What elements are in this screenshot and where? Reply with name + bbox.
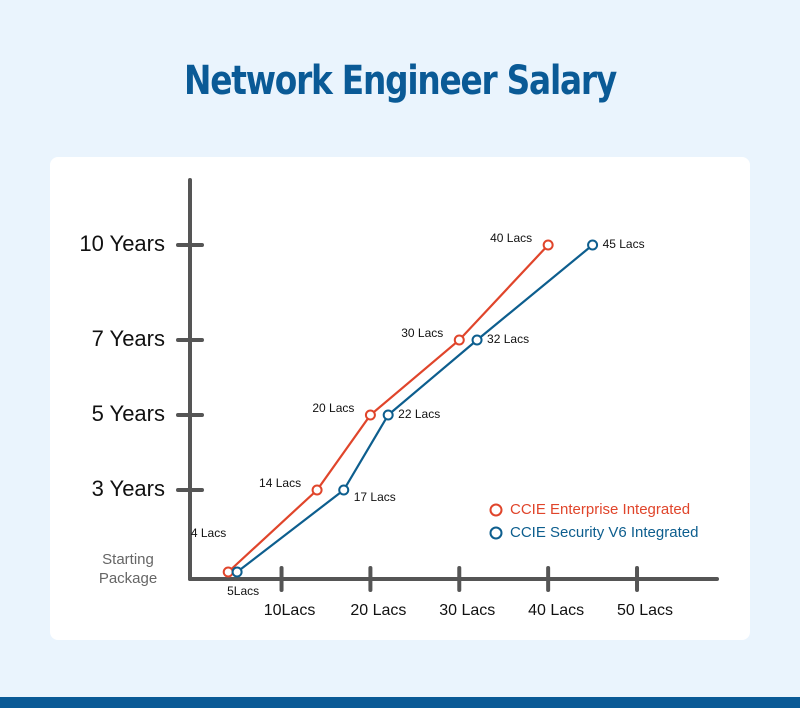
data-point <box>471 334 483 346</box>
data-label: 30 Lacs <box>401 326 443 340</box>
data-point <box>338 484 350 496</box>
y-tick-label: 10 Years <box>79 231 165 256</box>
y-tick-label: 3 Years <box>92 476 165 501</box>
x-tick-label: 10Lacs <box>264 602 316 619</box>
data-label: 45 Lacs <box>603 237 645 251</box>
data-point <box>231 566 243 578</box>
data-label: 5Lacs <box>227 584 259 598</box>
legend-label: CCIE Enterprise Integrated <box>510 501 690 518</box>
data-label: 32 Lacs <box>487 332 529 346</box>
legend-marker <box>489 526 503 540</box>
y-tick-label: 7 Years <box>92 326 165 351</box>
footer-bar <box>0 697 800 708</box>
x-tick-label: 20 Lacs <box>350 602 406 619</box>
x-tick-label: 50 Lacs <box>617 602 673 619</box>
data-point <box>222 566 234 578</box>
data-label: 22 Lacs <box>398 407 440 421</box>
x-tick-label: 40 Lacs <box>528 602 584 619</box>
data-point <box>364 409 376 421</box>
data-point <box>542 239 554 251</box>
data-point <box>587 239 599 251</box>
series-line <box>227 244 549 573</box>
chart-title: Network Engineer Salary <box>184 58 617 104</box>
y-tick-label: 5 Years <box>92 401 165 426</box>
data-point <box>382 409 394 421</box>
chart-card <box>50 157 750 640</box>
data-label: 14 Lacs <box>259 476 301 490</box>
legend-label: CCIE Security V6 Integrated <box>510 524 698 541</box>
y-tick-label: Starting Package <box>98 551 158 587</box>
data-point <box>453 334 465 346</box>
legend-marker <box>489 503 503 517</box>
data-label: 40 Lacs <box>490 231 532 245</box>
data-label: 4 Lacs <box>191 526 226 540</box>
data-label: 17 Lacs <box>354 490 396 504</box>
data-point <box>311 484 323 496</box>
data-label: 20 Lacs <box>312 401 354 415</box>
x-tick-label: 30 Lacs <box>439 602 495 619</box>
